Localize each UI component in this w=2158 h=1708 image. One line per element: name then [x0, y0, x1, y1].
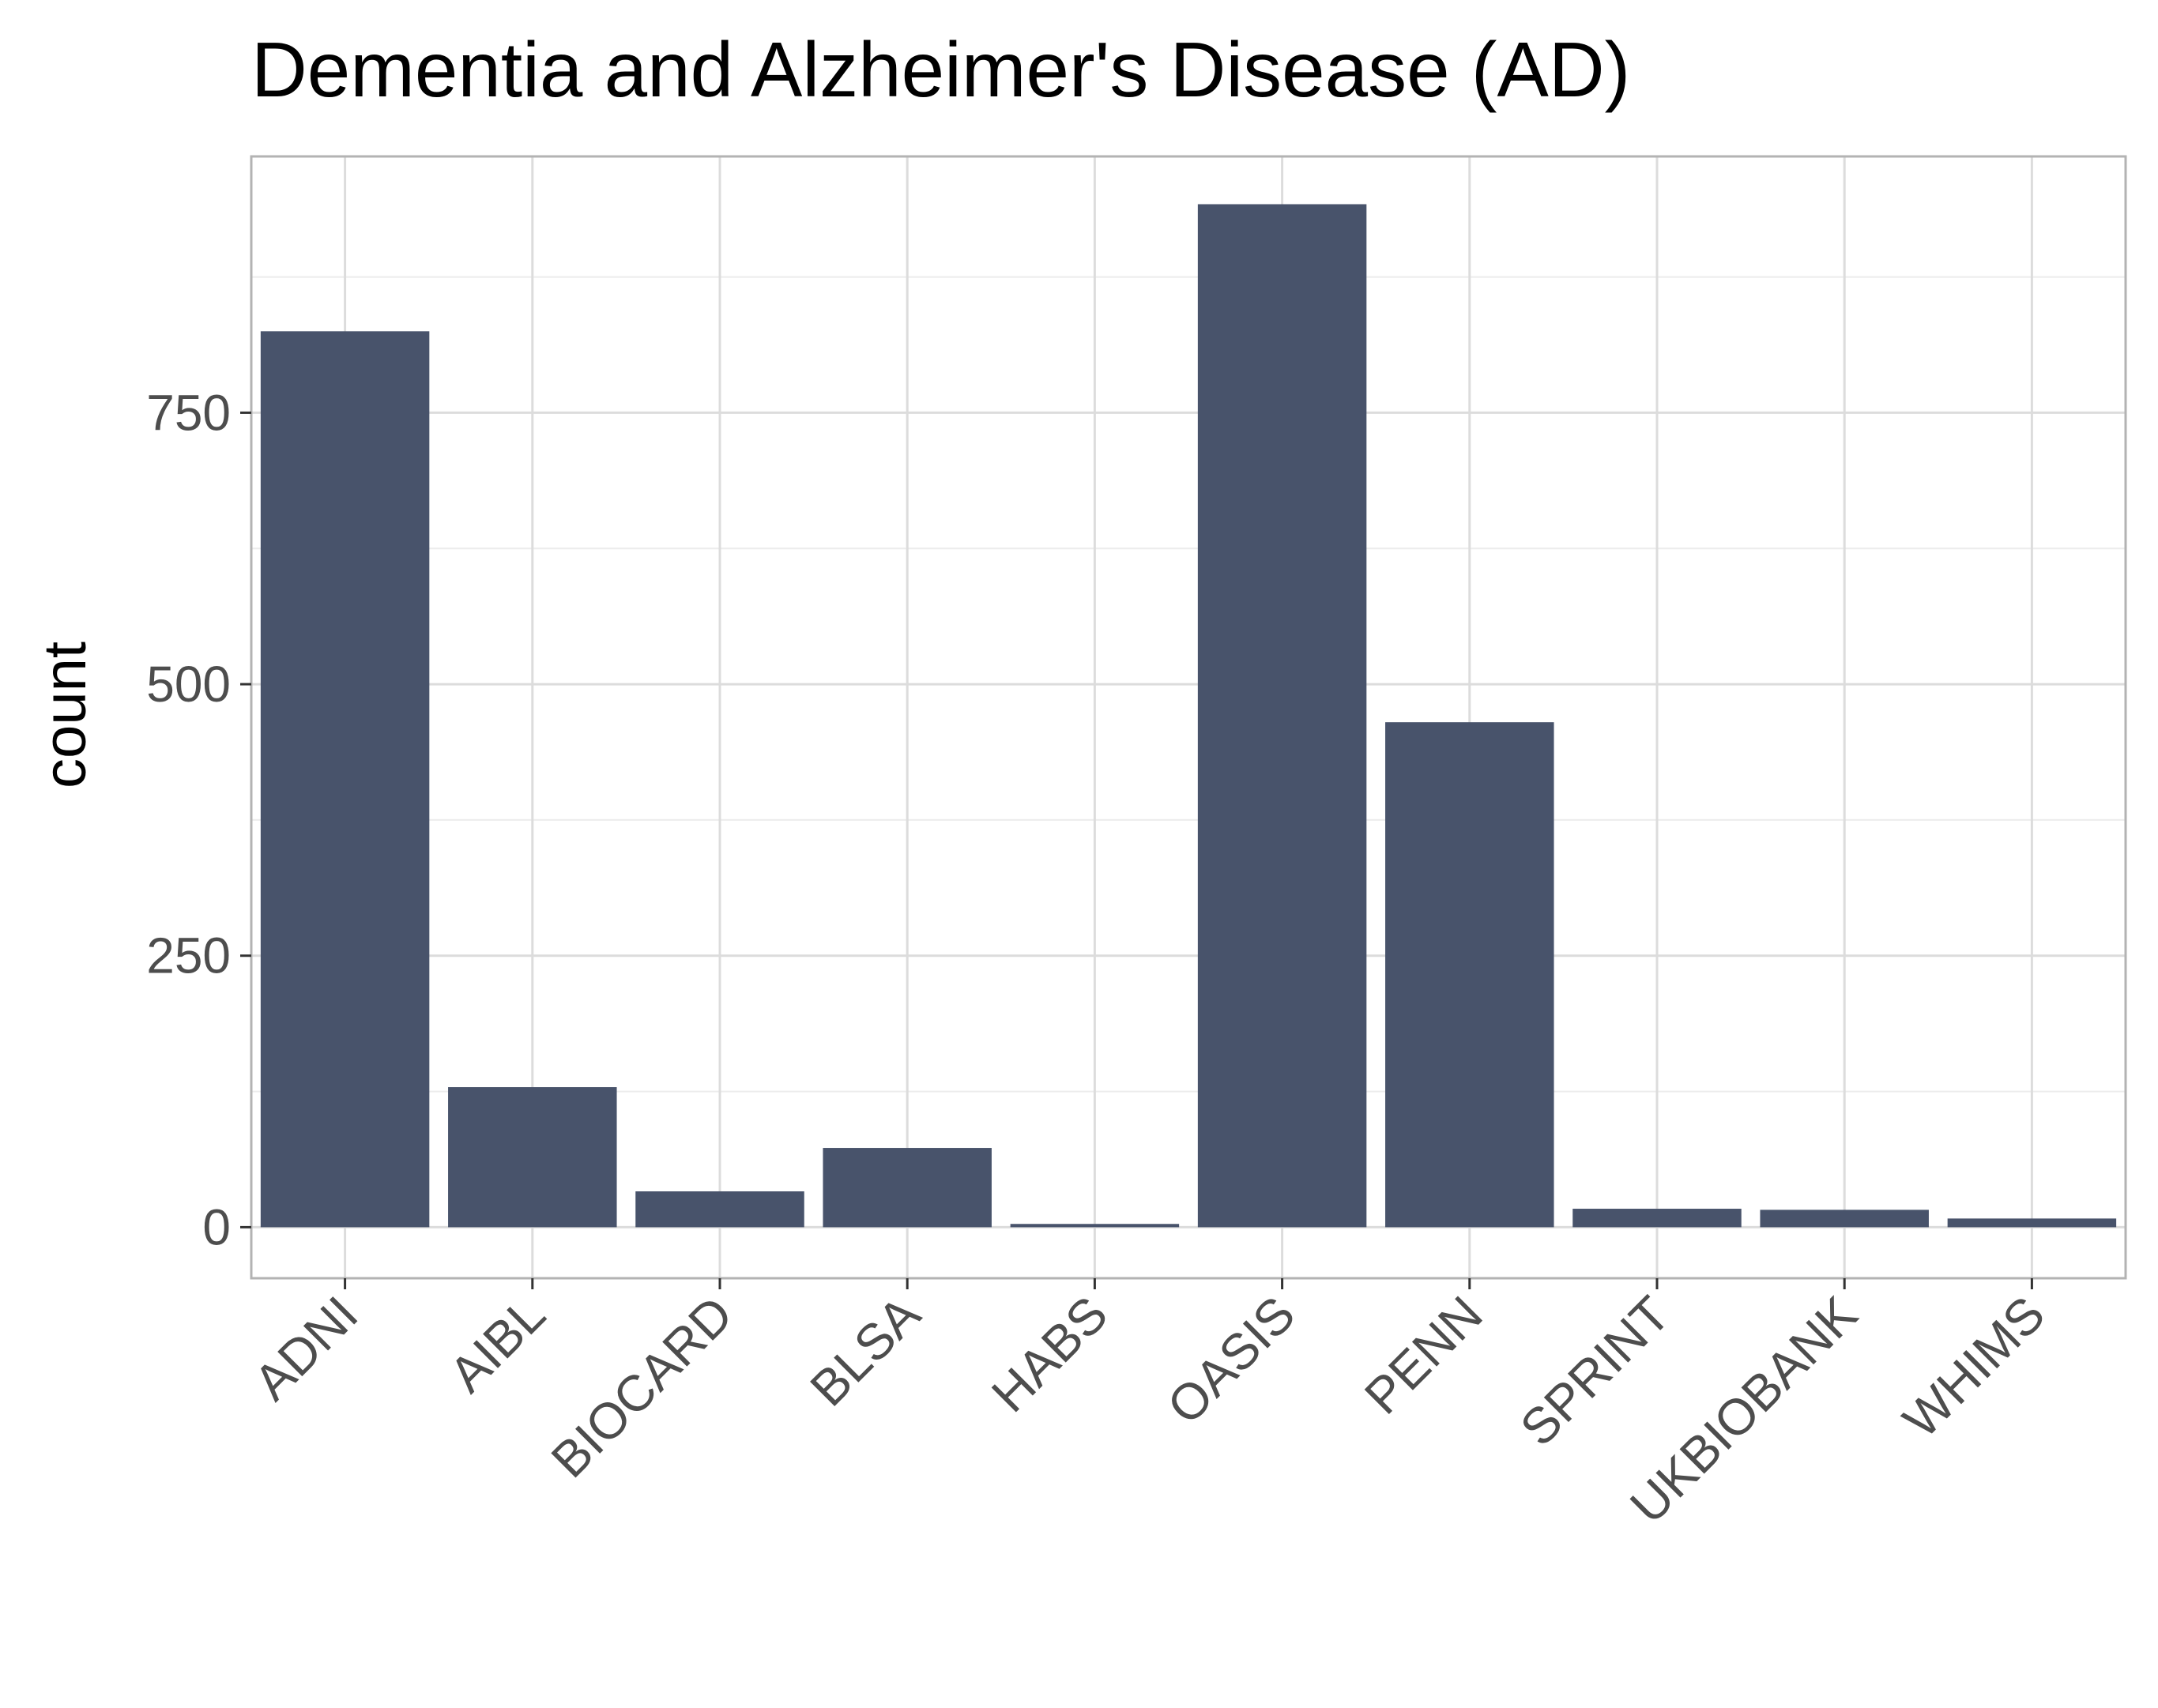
bar-whims	[1947, 1218, 2117, 1228]
panel-border	[250, 155, 2127, 1280]
x-tick-label: AIBL	[439, 1285, 556, 1403]
x-tick-label: BLSA	[799, 1285, 931, 1417]
x-tick-label: HABS	[981, 1285, 1118, 1423]
bar-ukbiobank	[1760, 1210, 1929, 1228]
bar-habs	[1010, 1224, 1180, 1228]
x-tick-label: PENN	[1354, 1285, 1493, 1425]
bar-adni	[260, 331, 430, 1228]
y-axis-label: count	[32, 641, 99, 788]
y-axis-ticks: 0 250 500 750	[146, 384, 251, 1255]
bar-penn	[1385, 722, 1554, 1228]
y-tick-label: 250	[146, 927, 231, 984]
grid-minor	[251, 276, 2126, 1093]
x-tick-label: BIOCARD	[540, 1285, 744, 1488]
bar-oasis	[1197, 204, 1367, 1228]
bars	[260, 204, 2117, 1228]
y-tick-label: 750	[146, 384, 231, 441]
bar-blsa	[823, 1148, 992, 1228]
y-tick-label: 0	[202, 1198, 231, 1255]
x-tick-label: ADNI	[243, 1285, 368, 1411]
bar-aibl	[448, 1087, 617, 1228]
x-tick-label: WHIMS	[1892, 1285, 2056, 1449]
x-tick-label: OASIS	[1156, 1285, 1305, 1435]
x-tick-label: SPRINT	[1509, 1285, 1681, 1457]
bar-biocard	[635, 1191, 804, 1228]
bar-sprint	[1572, 1209, 1742, 1228]
chart-title: Dementia and Alzheimer's Disease (AD)	[251, 26, 1630, 113]
y-tick-label: 500	[146, 656, 231, 713]
